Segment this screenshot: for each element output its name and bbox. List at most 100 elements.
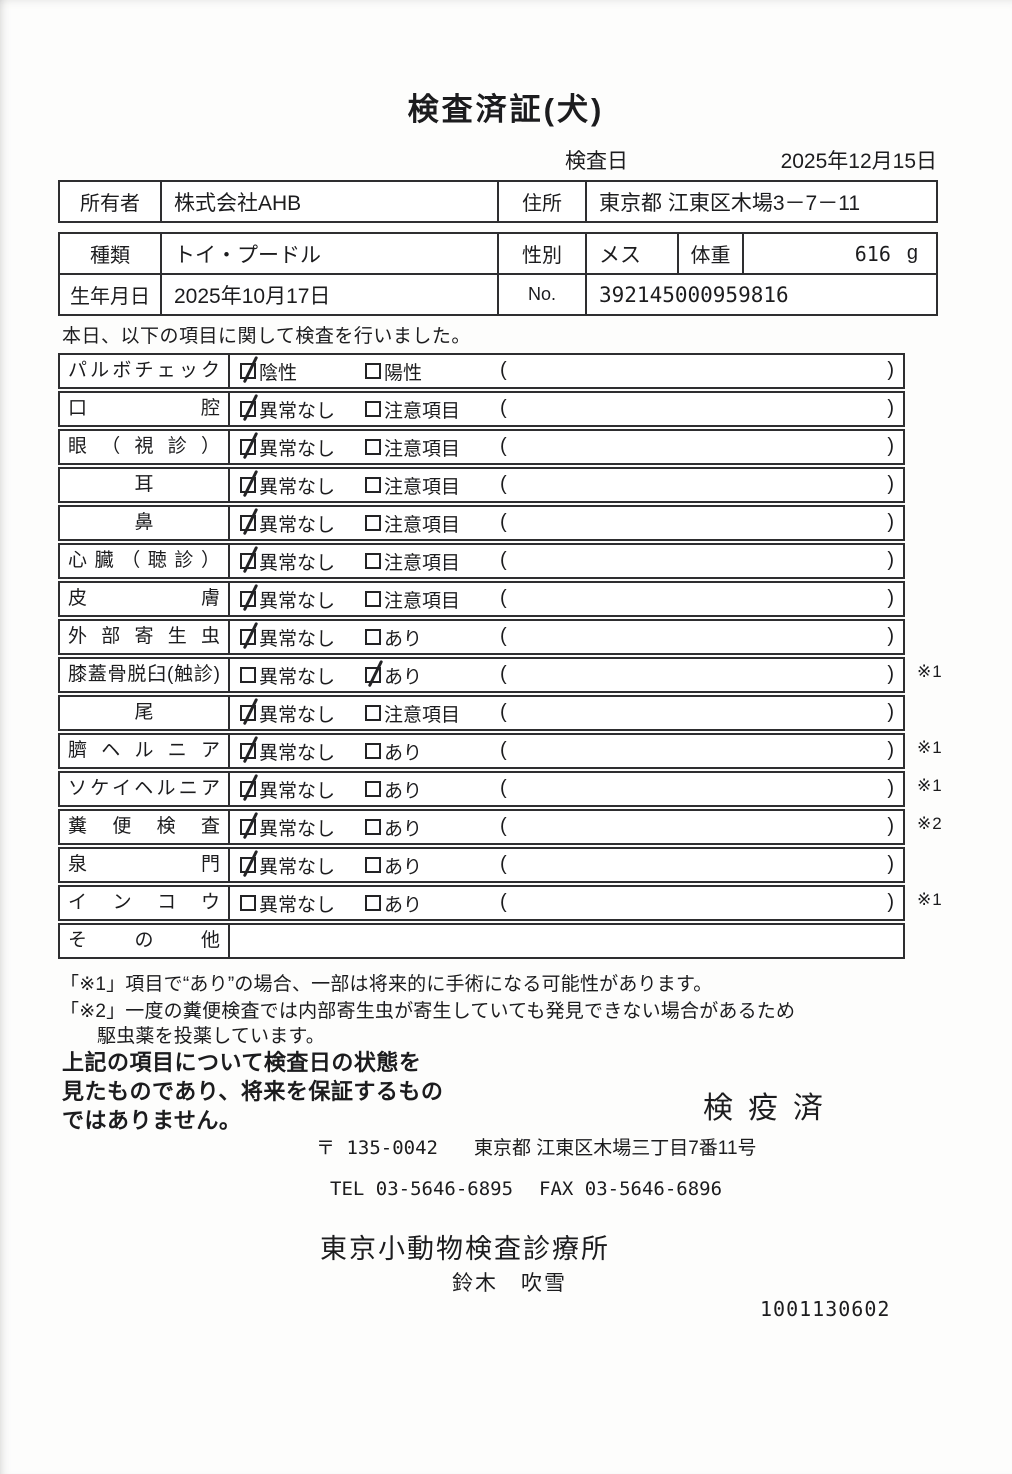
paren-close: ) [887, 435, 894, 457]
checkbox-checked-icon [240, 857, 256, 873]
paren-close: ) [887, 701, 894, 723]
clinic-postal-row: 〒 135-0042 東京都 江東区木場三丁目7番11号 [316, 1133, 757, 1160]
reference-mark: ※2 [917, 814, 943, 833]
option-label: 陰性 [259, 362, 298, 384]
number-value: 392145000959816 [599, 282, 789, 307]
option-label: 注意項目 [384, 400, 461, 422]
checkbox-unchecked-icon [240, 895, 256, 911]
option-label: 異常なし [259, 818, 336, 840]
number-label: No. [499, 275, 587, 314]
checkbox-checked-icon [240, 743, 256, 759]
footnote-1: 「※1」項目で“あり”の場合、一部は将来的に手術になる可能性があります。 [60, 974, 713, 995]
inspection-item-label: ソケイヘルニア [60, 773, 230, 805]
inspection-item-label: パルボチェック [60, 355, 230, 387]
address-label: 住所 [499, 182, 587, 221]
owner-row: 所有者 株式会社AHB 住所 東京都 江東区木場3－7－11 [60, 182, 936, 221]
disclaimer-line-3: ではありません。 [62, 1108, 242, 1133]
paren-close: ) [887, 587, 894, 609]
clinic-postal-code: 〒 135-0042 [316, 1137, 438, 1159]
inspection-row-content: 異常なし あり () [232, 621, 903, 653]
paren-open: ( [500, 359, 507, 381]
quarantine-stamp: 検疫済 [703, 1092, 838, 1125]
checkbox-checked-icon [240, 629, 256, 645]
inspection-row-content: 異常なし 注意項目 () [232, 583, 903, 615]
inspection-row: 尾 異常なし 注意項目 () [58, 695, 905, 731]
inspection-row: その他 [58, 923, 905, 959]
option-label: 陽性 [384, 362, 423, 384]
birth-label: 生年月日 [60, 275, 162, 314]
option-label: 異常なし [259, 400, 336, 422]
inspection-option: あり [365, 773, 422, 805]
checkbox-unchecked-icon [365, 515, 381, 531]
checkbox-unchecked-icon [365, 401, 381, 417]
checkbox-unchecked-icon [240, 667, 256, 683]
paren-close: ) [887, 473, 894, 495]
option-label: あり [384, 818, 423, 840]
inspection-option: 異常なし [240, 469, 335, 501]
intro-sentence: 本日、以下の項目に関して検査を行いました。 [62, 326, 471, 347]
inspection-row-content: 異常なし 注意項目 () [232, 507, 903, 539]
inspection-option: 注意項目 [365, 697, 460, 729]
option-label: あり [384, 628, 423, 650]
inspection-item-label: 口腔 [60, 393, 230, 425]
inspection-row: 糞便検査 異常なし あり () ※2 [58, 809, 942, 845]
paren-open: ( [500, 587, 507, 609]
checkbox-unchecked-icon [365, 705, 381, 721]
footnote-3: 駆虫薬を投薬しています。 [97, 1026, 325, 1047]
reference-mark: ※1 [917, 662, 943, 681]
checkbox-checked-icon [240, 363, 256, 379]
checkbox-checked-icon [240, 819, 256, 835]
paren-close: ) [887, 815, 894, 837]
reference-mark: ※1 [917, 738, 943, 757]
inspection-row: 臍ヘルニア 異常なし あり () ※1 [58, 733, 942, 769]
option-label: 異常なし [259, 780, 336, 802]
paren-close: ) [887, 663, 894, 685]
owner-value: 株式会社AHB [162, 182, 499, 221]
inspection-row-content: 異常なし 注意項目 () [232, 431, 903, 463]
option-label: 注意項目 [384, 514, 461, 536]
inspection-option: 異常なし [240, 697, 335, 729]
option-label: 異常なし [259, 438, 336, 460]
paren-open: ( [500, 663, 507, 685]
inspection-option: 異常なし [240, 849, 335, 881]
inspection-item-label: 尾 [60, 697, 230, 729]
inspection-item-label: 心臓（聴診） [60, 545, 230, 577]
reference-mark: ※1 [917, 776, 943, 795]
clinic-telfax-row: TEL 03-5646-6895 FAX 03-5646-6896 [330, 1178, 722, 1200]
inspection-row: 口腔 異常なし 注意項目 () [58, 391, 905, 427]
inspection-option: 注意項目 [365, 583, 460, 615]
paren-close: ) [887, 739, 894, 761]
checkbox-unchecked-icon [365, 857, 381, 873]
inspection-option: 注意項目 [365, 507, 460, 539]
inspection-row: 膝蓋骨脱臼(触診) 異常なし あり () ※1 [58, 657, 942, 693]
inspection-row-content: 異常なし 注意項目 () [232, 545, 903, 577]
breed-label: 種類 [60, 234, 162, 273]
checkbox-unchecked-icon [365, 781, 381, 797]
paren-close: ) [887, 777, 894, 799]
inspection-option: 異常なし [240, 887, 335, 919]
inspection-option: 異常なし [240, 735, 335, 767]
inspection-option: あり [365, 887, 422, 919]
inspection-option: あり [365, 849, 422, 881]
inspection-row-content: 異常なし あり () [232, 773, 903, 805]
paren-open: ( [500, 625, 507, 647]
inspection-row-content: 異常なし 注意項目 () [232, 393, 903, 425]
inspection-row: 眼（視診） 異常なし 注意項目 () [58, 429, 905, 465]
owner-table: 所有者 株式会社AHB 住所 東京都 江東区木場3－7－11 [58, 180, 938, 223]
checkbox-unchecked-icon [365, 363, 381, 379]
sex-label: 性別 [499, 234, 587, 273]
clinic-address: 東京都 江東区木場三丁目7番11号 [473, 1138, 757, 1159]
inspection-item-label: 糞便検査 [60, 811, 230, 843]
inspection-row-content: 異常なし 注意項目 () [232, 469, 903, 501]
inspection-row: 心臓（聴診） 異常なし 注意項目 () [58, 543, 905, 579]
option-label: 異常なし [259, 742, 336, 764]
option-label: あり [384, 856, 423, 878]
inspection-item-label: インコウ [60, 887, 230, 919]
paren-close: ) [887, 891, 894, 913]
checkbox-checked-icon [240, 401, 256, 417]
clinic-name: 東京小動物検査診療所 [320, 1234, 610, 1264]
paren-open: ( [500, 511, 507, 533]
option-label: 異常なし [259, 590, 336, 612]
option-label: 異常なし [259, 514, 336, 536]
